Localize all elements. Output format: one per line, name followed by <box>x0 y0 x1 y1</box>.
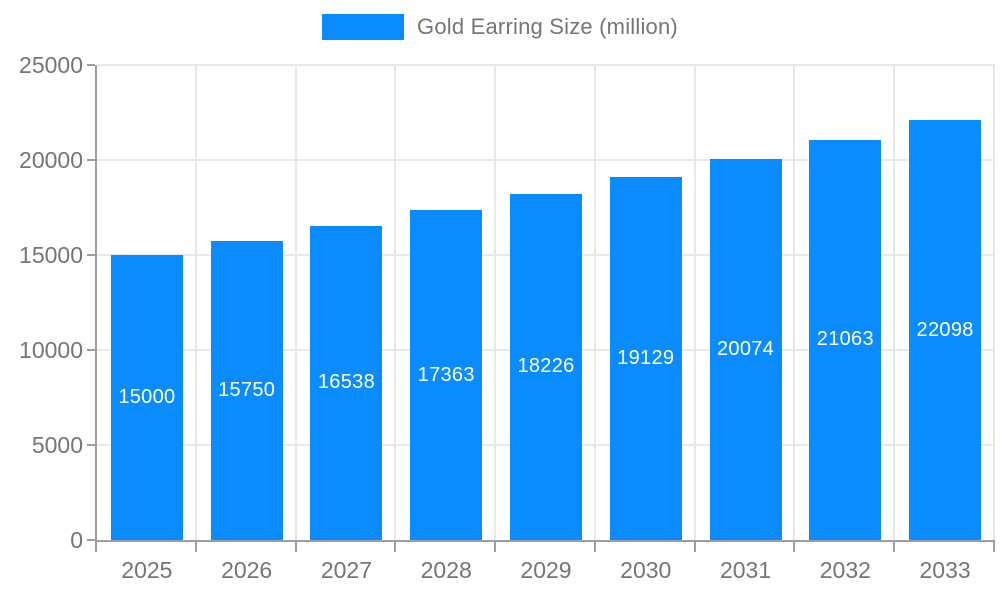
bar-value-label: 16538 <box>317 371 375 394</box>
x-gridline <box>793 65 796 540</box>
y-gridline <box>97 64 995 66</box>
bar-value-label: 21063 <box>816 328 874 351</box>
x-axis-tick-label: 2031 <box>719 557 772 583</box>
x-axis-tick-label: 2033 <box>919 557 971 583</box>
y-axis-tick-label: 20000 <box>19 147 83 173</box>
y-axis-tick <box>87 444 95 446</box>
x-axis-tick-label: 2032 <box>819 557 871 583</box>
bar[interactable]: 15000 <box>110 255 183 540</box>
bar[interactable]: 22098 <box>909 120 982 540</box>
bar[interactable]: 16538 <box>310 225 383 540</box>
x-axis-tick <box>494 542 497 552</box>
bar-value-label: 18226 <box>517 355 575 378</box>
x-axis-tick <box>95 542 97 552</box>
x-gridline <box>993 65 995 540</box>
bar[interactable]: 20074 <box>709 158 782 540</box>
bar[interactable]: 17363 <box>410 210 483 540</box>
x-gridline <box>394 65 397 540</box>
x-axis-tick <box>294 542 297 552</box>
x-axis-tick <box>993 542 995 552</box>
x-axis-tick-label: 2026 <box>221 557 273 583</box>
x-axis-tick-label: 2025 <box>121 557 173 583</box>
bar-value-label: 22098 <box>916 318 974 341</box>
y-gridline <box>97 159 995 161</box>
x-gridline <box>893 65 896 540</box>
x-gridline <box>294 65 297 540</box>
x-axis-tick <box>394 542 397 552</box>
bar-value-label: 15000 <box>118 386 176 408</box>
chart-legend[interactable]: Gold Earring Size (million) <box>0 14 1000 40</box>
x-gridline <box>494 65 497 540</box>
y-axis-tick <box>87 159 95 161</box>
x-axis-tick <box>893 542 896 552</box>
y-axis-tick-label: 5000 <box>31 432 83 458</box>
y-axis-tick-label: 25000 <box>19 52 83 78</box>
x-axis-tick <box>194 542 197 552</box>
bar-value-label: 17363 <box>417 363 475 386</box>
x-gridline <box>593 65 596 540</box>
bar[interactable]: 21063 <box>809 139 882 540</box>
y-axis-tick <box>87 254 95 256</box>
y-axis-tick-label: 15000 <box>19 242 83 268</box>
x-axis-tick-label: 2028 <box>420 557 472 583</box>
y-axis-tick <box>87 64 95 66</box>
bar-value-label: 15750 <box>218 378 276 401</box>
legend-label: Gold Earring Size (million) <box>417 14 678 39</box>
x-axis-tick <box>793 542 796 552</box>
plot-area: 0 5000 10000 15000 20000 25000 15000 2025 15750 2… <box>19 52 995 583</box>
bar[interactable]: 19129 <box>609 176 682 540</box>
y-axis-tick <box>87 539 95 541</box>
bar-value-label: 19129 <box>617 346 675 369</box>
x-axis-tick-label: 2029 <box>520 557 572 583</box>
bar[interactable]: 18226 <box>510 193 582 540</box>
bar[interactable]: 15750 <box>210 240 283 540</box>
x-axis-tick-label: 2027 <box>320 557 373 583</box>
x-axis-tick-label: 2030 <box>620 557 672 583</box>
x-gridline <box>194 65 197 540</box>
legend-swatch <box>322 14 405 40</box>
bar-value-label: 20074 <box>716 337 775 360</box>
x-gridline <box>693 65 696 540</box>
y-axis-tick-label: 0 <box>70 527 83 553</box>
y-axis-tick-label: 10000 <box>19 337 83 363</box>
x-axis-tick <box>593 542 596 552</box>
x-axis-tick <box>693 542 696 552</box>
y-axis-tick <box>87 349 95 351</box>
